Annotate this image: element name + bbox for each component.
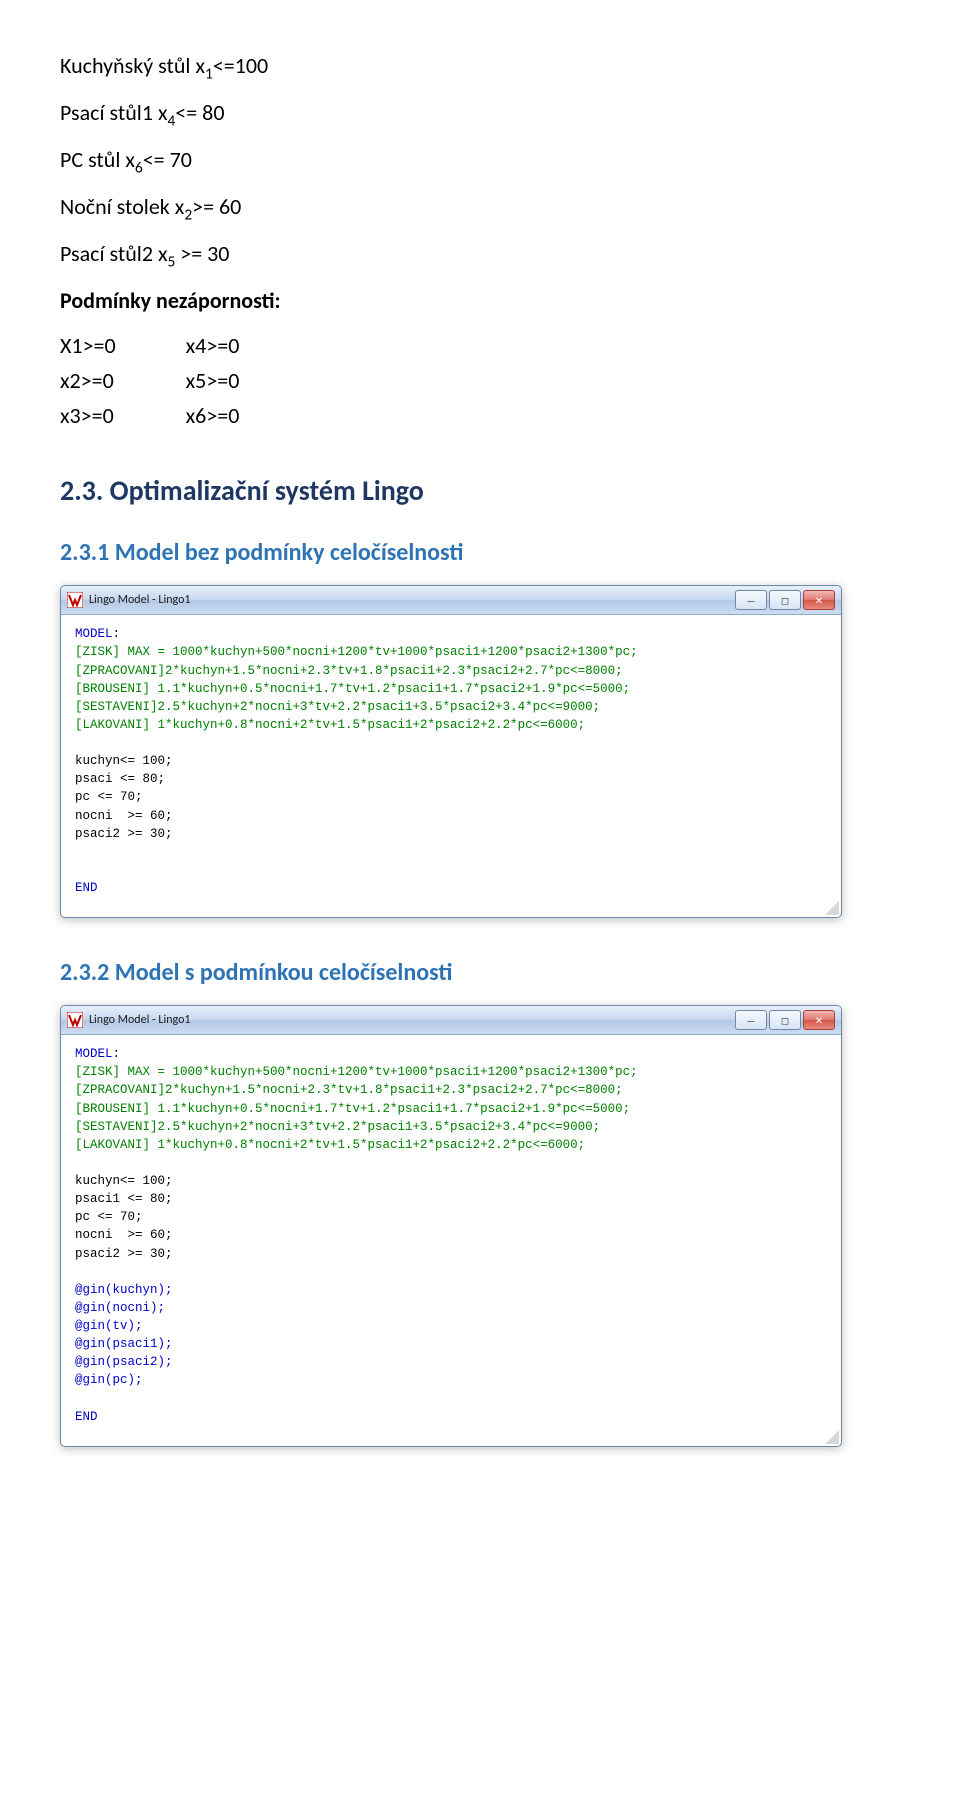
minimize-button[interactable]: — [735,590,767,610]
constraint-label-1: Kuchyňský stůl x [60,52,205,79]
table-row: X1>=0 x4>=0 [60,328,309,363]
code-editor-2[interactable]: MODEL: [ZISK] MAX = 1000*kuchyn+500*nocn… [61,1035,841,1446]
close-icon: ✕ [815,1014,823,1027]
nonneg-cell: x6>=0 [186,398,310,433]
kw-model: MODEL [75,627,113,641]
code-line: @gin(psaci2); [75,1355,173,1369]
code-line: pc <= 70; [75,790,143,804]
maximize-icon: ◻ [781,1014,789,1027]
document-page: Kuchyňský stůl x1<=100 Psací stůl1 x4<= … [0,0,960,1547]
code-editor-1[interactable]: MODEL: [ZISK] MAX = 1000*kuchyn+500*nocn… [61,615,841,917]
resize-grip-icon[interactable] [825,901,839,915]
constraint-line-5: Psací stůl2 x5 >= 30 [60,236,900,275]
code-line: [SESTAVENI]2.5*kuchyn+2*nocni+3*tv+2.2*p… [75,700,600,714]
nonneg-table: X1>=0 x4>=0 x2>=0 x5>=0 x3>=0 x6>=0 [60,328,309,433]
nonneg-cell: X1>=0 [60,328,186,363]
constraint-sub-3: 6 [135,158,143,177]
constraint-line-4: Noční stolek x2>= 60 [60,189,900,228]
nonneg-cell: x5>=0 [186,363,310,398]
kw-end: END [75,881,98,895]
close-icon: ✕ [815,594,823,607]
constraint-label-5: Psací stůl2 x [60,240,167,267]
code-line: [LAKOVANI] 1*kuchyn+0.8*nocni+2*tv+1.5*p… [75,718,585,732]
code-line: nocni >= 60; [75,809,173,823]
kw-model: MODEL [75,1047,113,1061]
nonneg-cell: x2>=0 [60,363,186,398]
nonneg-cell: x3>=0 [60,398,186,433]
constraint-sub-1: 1 [205,64,213,83]
kw-colon: : [113,1047,121,1061]
window-titlebar[interactable]: Lingo Model - Lingo1 — ◻ ✕ [61,1006,841,1035]
resize-grip-icon[interactable] [825,1430,839,1444]
maximize-button[interactable]: ◻ [769,590,801,610]
maximize-icon: ◻ [781,594,789,607]
code-line: kuchyn<= 100; [75,754,173,768]
code-line: @gin(nocni); [75,1301,165,1315]
kw-colon: : [113,627,121,641]
constraint-op-2: <= 80 [175,99,224,126]
code-line: psaci <= 80; [75,772,165,786]
constraint-line-1: Kuchyňský stůl x1<=100 [60,48,900,87]
heading-2-3-1: 2.3.1 Model bez podmínky celočíselnosti [60,538,900,567]
window-buttons: — ◻ ✕ [735,590,835,610]
nonneg-heading: Podmínky nezápornosti: [60,283,900,318]
minimize-button[interactable]: — [735,1010,767,1030]
code-line: [ZPRACOVANI]2*kuchyn+1.5*nocni+2.3*tv+1.… [75,1083,623,1097]
lingo-window-2: Lingo Model - Lingo1 — ◻ ✕ MODEL: [ZISK]… [60,1005,842,1447]
constraint-line-2: Psací stůl1 x4<= 80 [60,95,900,134]
maximize-button[interactable]: ◻ [769,1010,801,1030]
close-button[interactable]: ✕ [803,1010,835,1030]
lingo-window-1: Lingo Model - Lingo1 — ◻ ✕ MODEL: [ZISK]… [60,585,842,918]
window-title: Lingo Model - Lingo1 [89,593,735,607]
code-line: psaci2 >= 30; [75,1247,173,1261]
code-line: [BROUSENI] 1.1*kuchyn+0.5*nocni+1.7*tv+1… [75,682,630,696]
table-row: x2>=0 x5>=0 [60,363,309,398]
constraint-sub-4: 2 [184,205,192,224]
constraint-line-3: PC stůl x6<= 70 [60,142,900,181]
table-row: x3>=0 x6>=0 [60,398,309,433]
constraint-op-3: <= 70 [143,146,192,173]
code-line: [BROUSENI] 1.1*kuchyn+0.5*nocni+1.7*tv+1… [75,1102,630,1116]
window-title: Lingo Model - Lingo1 [89,1013,735,1027]
close-button[interactable]: ✕ [803,590,835,610]
code-line: @gin(tv); [75,1319,143,1333]
nonneg-cell: x4>=0 [186,328,310,363]
code-line: @gin(kuchyn); [75,1283,173,1297]
constraint-op-4: >= 60 [192,193,241,220]
kw-end: END [75,1410,98,1424]
code-line: [SESTAVENI]2.5*kuchyn+2*nocni+3*tv+2.2*p… [75,1120,600,1134]
constraint-label-4: Noční stolek x [60,193,184,220]
constraint-op-1: <=100 [213,52,268,79]
constraint-op-5: >= 30 [175,240,229,267]
minimize-icon: — [746,1014,755,1027]
code-line: [ZPRACOVANI]2*kuchyn+1.5*nocni+2.3*tv+1.… [75,664,623,678]
window-buttons: — ◻ ✕ [735,1010,835,1030]
code-line: nocni >= 60; [75,1228,173,1242]
constraint-label-2: Psací stůl1 x [60,99,167,126]
code-line: @gin(pc); [75,1373,143,1387]
window-titlebar[interactable]: Lingo Model - Lingo1 — ◻ ✕ [61,586,841,615]
lingo-app-icon [67,592,83,608]
lingo-app-icon [67,1012,83,1028]
code-line: [ZISK] MAX = 1000*kuchyn+500*nocni+1200*… [75,645,638,659]
code-line: [LAKOVANI] 1*kuchyn+0.8*nocni+2*tv+1.5*p… [75,1138,585,1152]
code-line: kuchyn<= 100; [75,1174,173,1188]
code-line: psaci1 <= 80; [75,1192,173,1206]
code-line: pc <= 70; [75,1210,143,1224]
constraint-label-3: PC stůl x [60,146,135,173]
code-line: @gin(psaci1); [75,1337,173,1351]
code-line: [ZISK] MAX = 1000*kuchyn+500*nocni+1200*… [75,1065,638,1079]
code-content: MODEL: [ZISK] MAX = 1000*kuchyn+500*nocn… [75,625,827,897]
heading-2-3: 2.3. Optimalizační systém Lingo [60,473,900,508]
minimize-icon: — [746,594,755,607]
code-line: psaci2 >= 30; [75,827,173,841]
heading-2-3-2: 2.3.2 Model s podmínkou celočíselnosti [60,958,900,987]
code-content: MODEL: [ZISK] MAX = 1000*kuchyn+500*nocn… [75,1045,827,1426]
